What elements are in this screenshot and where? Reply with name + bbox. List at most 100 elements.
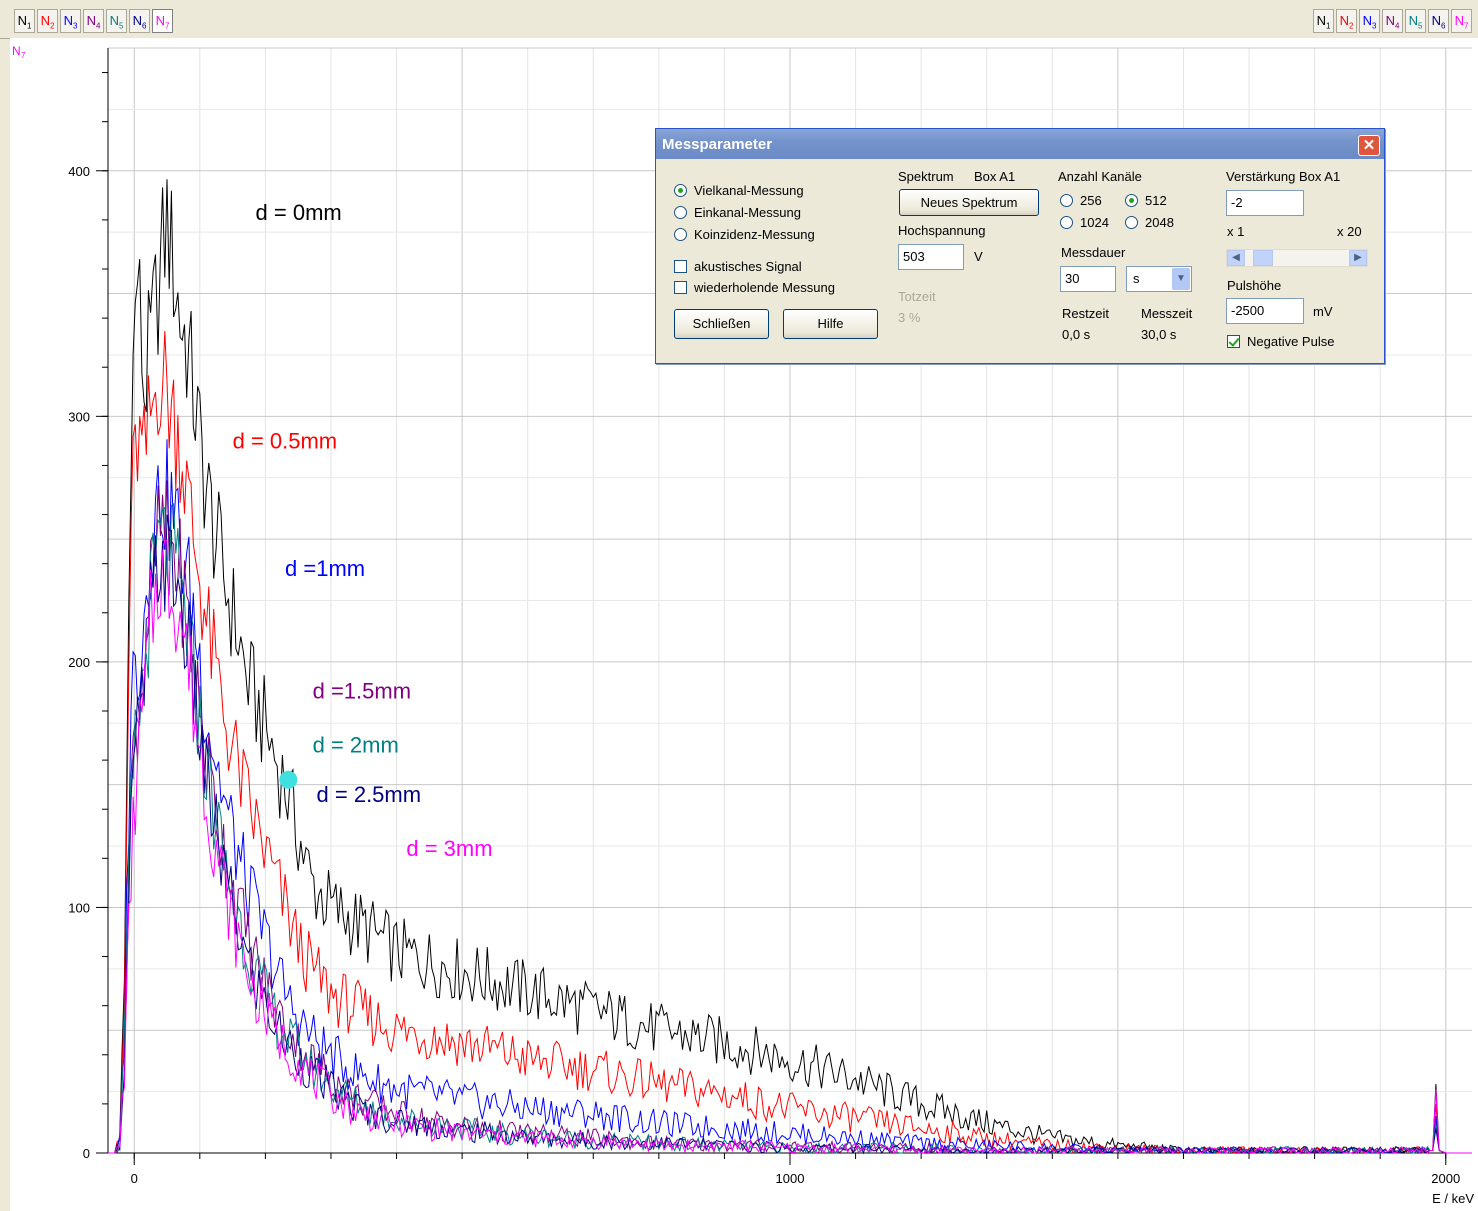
y-tick-label: 100 [68,900,90,915]
tab-label: N [1362,13,1372,28]
close-icon[interactable]: ✕ [1358,135,1380,156]
right-tab-n4[interactable]: N4 [1382,9,1403,33]
acoustic-signal-checkbox[interactable] [674,260,687,273]
scroll-left-icon[interactable]: ◀ [1227,250,1245,266]
gain-input[interactable]: -2 [1226,190,1304,216]
right-tab-n1[interactable]: N1 [1313,9,1334,33]
radio-channels-1024-label: 1024 [1080,215,1109,230]
gain-slider[interactable]: ◀ ▶ [1226,249,1368,267]
tab-subscript: 3 [72,21,78,31]
tab-label: N [40,13,50,28]
radio-channels-256[interactable] [1060,194,1073,207]
y-tick-label: 0 [83,1146,90,1161]
series-annotation: d =1.5mm [313,679,411,704]
tab-subscript: 2 [49,21,55,31]
left-tab-n4[interactable]: N4 [83,9,104,33]
channels-label: Anzahl Kanäle [1058,169,1142,184]
right-tab-n2[interactable]: N2 [1336,9,1357,33]
pulse-label: Pulshöhe [1227,278,1282,293]
left-tab-n6[interactable]: N6 [129,9,150,33]
x-tick-label: 2000 [1431,1171,1460,1186]
help-button[interactable]: Hilfe [783,309,878,339]
y-tick-label: 200 [68,655,90,670]
spectrum-label: Spektrum [898,169,954,184]
remaining-label: Restzeit [1062,306,1109,321]
gain-slider-thumb[interactable] [1253,250,1274,266]
radio-einkanal[interactable] [674,206,687,219]
pulse-unit: mV [1313,304,1333,319]
tab-subscript: 3 [1371,21,1377,31]
tab-subscript: 5 [1417,21,1423,31]
series-annotation: d = 0.5mm [233,428,338,453]
tab-subscript: 4 [95,21,101,31]
tab-subscript: 5 [118,21,124,31]
remaining-value: 0,0 s [1062,327,1091,342]
gain-label: Verstärkung Box A1 [1226,169,1341,184]
radio-koinzidenz[interactable] [674,228,687,241]
tab-label: N [1454,13,1464,28]
curve-tab-bar: N1 N2 N3 N4 N5 N6 N7 N1 N2 N3 N4 N5 N6 N7 [0,0,1478,39]
tab-label: N [86,13,96,28]
radio-koinzidenz-label: Koinzidenz-Messung [694,227,815,242]
new-spectrum-button[interactable]: Neues Spektrum [899,189,1039,216]
left-tab-n2[interactable]: N2 [37,9,58,33]
series-annotation: d = 0mm [256,200,342,225]
radio-channels-512[interactable] [1125,194,1138,207]
left-tab-n3[interactable]: N3 [60,9,81,33]
hv-input[interactable]: 503 [898,244,964,270]
dialog-titlebar[interactable]: Messparameter ✕ [656,129,1384,159]
gain-max-label: x 20 [1337,224,1362,239]
curve-tabs-right: N1 N2 N3 N4 N5 N6 N7 [1313,9,1474,33]
duration-unit-value: s [1133,271,1140,286]
tab-subscript: 4 [1394,21,1400,31]
dialog-title: Messparameter [662,136,773,153]
tab-label: N [1431,13,1441,28]
tab-subscript: 6 [1440,21,1446,31]
tab-label: N [1385,13,1395,28]
series-annotation: d = 3mm [406,836,492,861]
scroll-right-icon[interactable]: ▶ [1349,250,1367,266]
series-annotation: d =1mm [285,556,365,581]
right-tab-n6[interactable]: N6 [1428,9,1449,33]
x-tick-label: 1000 [776,1171,805,1186]
duration-label: Messdauer [1061,245,1126,260]
radio-einkanal-label: Einkanal-Messung [694,205,801,220]
repeat-measurement-checkbox[interactable] [674,281,687,294]
right-tab-n7[interactable]: N7 [1451,9,1472,33]
meastime-value: 30,0 s [1141,327,1177,342]
gain-min-label: x 1 [1227,224,1245,239]
meastime-label: Messzeit [1141,306,1193,321]
right-tab-n5[interactable]: N5 [1405,9,1426,33]
left-tab-n5[interactable]: N5 [106,9,127,33]
messparameter-dialog: Messparameter ✕ Vielkanal-Messung Einkan… [655,128,1385,364]
tab-label: N [155,13,165,28]
radio-channels-256-label: 256 [1080,193,1102,208]
left-tab-n1[interactable]: N1 [14,9,35,33]
y-axis-name: N [12,44,21,58]
deadtime-value: 3 % [898,310,921,325]
tab-label: N [63,13,73,28]
radio-vielkanal-label: Vielkanal-Messung [694,183,804,198]
x-tick-label: 0 [131,1171,138,1186]
radio-channels-1024[interactable] [1060,216,1073,229]
y-tick-label: 300 [68,409,90,424]
radio-channels-512-label: 512 [1145,193,1167,208]
left-tab-n7[interactable]: N7 [152,9,173,33]
tab-label: N [17,13,27,28]
negative-pulse-checkbox[interactable] [1227,335,1240,348]
series-line [108,539,1472,1155]
x-axis-label: E / keV [1432,1191,1474,1206]
tab-subscript: 1 [26,21,32,31]
pulse-input[interactable]: -2500 [1226,298,1304,324]
duration-input[interactable]: 30 [1060,266,1116,292]
box-label: Box A1 [974,169,1016,184]
radio-channels-2048[interactable] [1125,216,1138,229]
curve-tabs-left: N1 N2 N3 N4 N5 N6 N7 [14,9,175,33]
close-button[interactable]: Schließen [674,309,769,339]
series-annotation: d = 2mm [313,733,399,758]
duration-unit-select[interactable]: s ▼ [1126,266,1192,292]
right-tab-n3[interactable]: N3 [1359,9,1380,33]
radio-vielkanal[interactable] [674,184,687,197]
chevron-down-icon[interactable]: ▼ [1172,268,1190,290]
hv-unit: V [974,249,983,264]
